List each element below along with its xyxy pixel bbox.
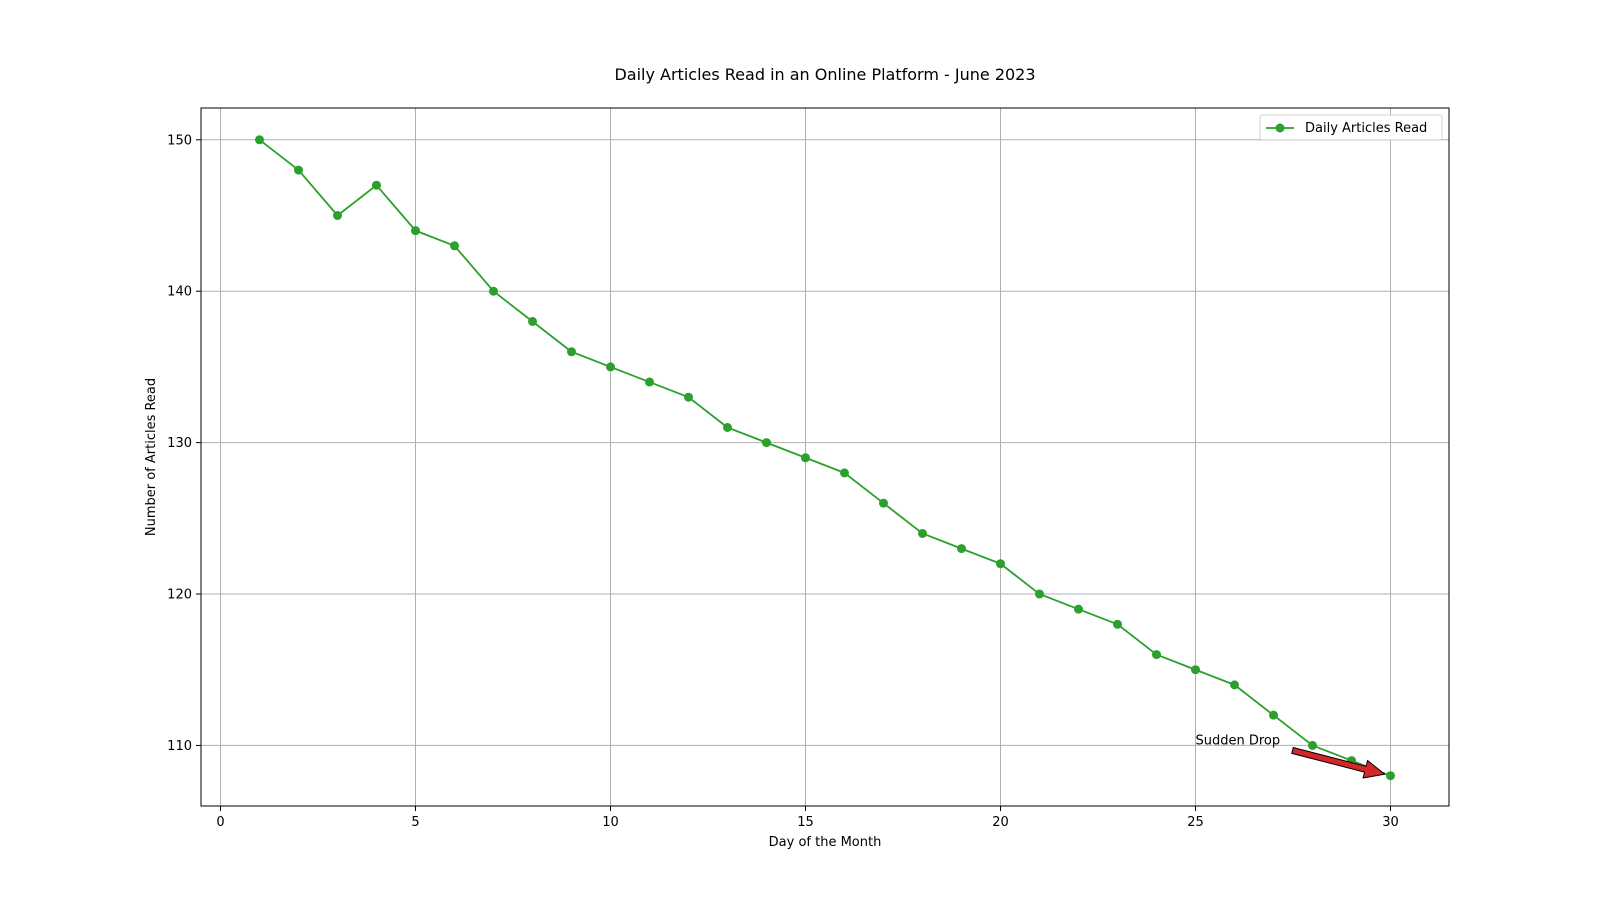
x-axis-title: Day of the Month (769, 835, 882, 850)
data-point (801, 453, 810, 463)
data-point (645, 377, 654, 387)
data-point (840, 468, 849, 478)
y-tick-label: 130 (167, 436, 192, 451)
grid-lines (201, 108, 1449, 806)
data-point (684, 392, 693, 402)
x-tick-label: 10 (602, 815, 619, 830)
data-point (1074, 604, 1083, 614)
y-tick-label: 110 (167, 739, 192, 754)
data-point (1191, 665, 1200, 675)
data-point (1386, 771, 1395, 781)
legend: Daily Articles Read (1259, 114, 1443, 141)
y-tick-label: 140 (167, 285, 192, 300)
data-point (723, 422, 732, 432)
data-point (450, 241, 459, 251)
data-point (957, 544, 966, 554)
chart-title: Daily Articles Read in an Online Platfor… (614, 65, 1035, 84)
data-point (255, 135, 264, 145)
x-tick-label: 25 (1187, 815, 1204, 830)
annotation-arrow (1291, 746, 1386, 779)
x-tick-label: 20 (992, 815, 1009, 830)
legend-box (1259, 114, 1443, 141)
data-point (1113, 619, 1122, 629)
data-point (411, 226, 420, 236)
x-tick-label: 30 (1382, 815, 1399, 830)
data-point (333, 211, 342, 221)
data-point (1269, 710, 1278, 720)
x-tick-label: 5 (411, 815, 419, 830)
series-line (258, 139, 1391, 777)
y-tick-label: 120 (167, 588, 192, 603)
data-point (567, 347, 576, 357)
data-point (528, 316, 537, 326)
annotation-label: Sudden Drop (1196, 733, 1281, 748)
axis-ticks: 0 5 10 15 20 25 30 110 120 130 140 150 (167, 133, 1399, 830)
data-point (606, 362, 615, 372)
data-point (762, 438, 771, 448)
data-point (294, 165, 303, 175)
data-point (996, 559, 1005, 569)
legend-point-marker (1275, 123, 1285, 133)
annotation-sudden-drop: Sudden Drop (1196, 733, 1386, 779)
plot-area-frame (200, 107, 1450, 807)
data-point (1230, 680, 1239, 690)
data-point (372, 180, 381, 190)
y-axis-title: Number of Articles Read (144, 378, 159, 536)
x-tick-label: 0 (216, 815, 224, 830)
y-tick-label: 150 (167, 133, 192, 148)
data-point (1308, 740, 1317, 750)
data-point (1152, 650, 1161, 660)
x-tick-label: 15 (797, 815, 814, 830)
data-point (918, 528, 927, 538)
data-point (1035, 589, 1044, 599)
data-point (489, 286, 498, 296)
legend-label: Daily Articles Read (1305, 121, 1427, 136)
series-daily-articles-read (255, 135, 1395, 781)
data-point (879, 498, 888, 508)
